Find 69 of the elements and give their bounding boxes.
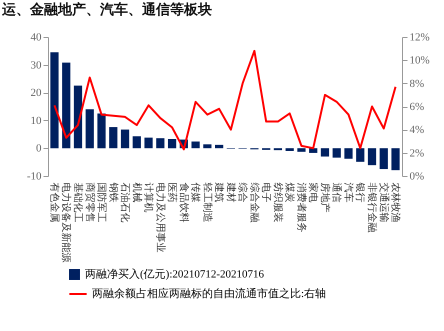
x-tick-label: 有色金属 <box>48 182 60 222</box>
bar <box>191 142 200 148</box>
legend-label: 两融净买入(亿元):20210712-20210716 <box>85 268 265 280</box>
x-tick-label: 计算机 <box>142 182 155 212</box>
x-tick-label: 国防军工 <box>96 182 108 222</box>
x-tick-label: 煤炭 <box>284 182 296 202</box>
y2-tick-label: 4% <box>410 124 424 136</box>
x-tick-label: 通信 <box>330 182 343 202</box>
x-tick-label: 传媒 <box>190 182 201 202</box>
x-tick-label: 家电 <box>307 182 320 202</box>
x-tick-label: 基础化工 <box>72 182 84 222</box>
bar <box>109 127 118 148</box>
bar <box>309 148 318 153</box>
x-tick-label: 银行 <box>354 182 366 202</box>
x-tick-label: 机械 <box>130 182 143 202</box>
bar <box>156 138 164 148</box>
x-tick-label: 房地产 <box>318 182 331 212</box>
x-tick-label: 建筑 <box>213 182 226 202</box>
y2-tick-label: 10% <box>410 54 430 67</box>
x-tick-label: 电子 <box>260 182 272 202</box>
x-tick-label: 医药 <box>166 182 178 202</box>
y2-tick-label: 12% <box>410 32 430 44</box>
x-tick-label: 交通运输 <box>378 182 390 222</box>
bar <box>62 62 70 148</box>
bar <box>120 130 130 148</box>
y-tick-label: 30 <box>30 59 42 72</box>
y-tick-label: 10 <box>30 114 42 127</box>
bar <box>132 136 141 148</box>
x-tick-label: 石油石化 <box>119 182 132 222</box>
y-tick-label: -10 <box>26 170 42 182</box>
bar <box>97 113 106 148</box>
x-tick-label: 电力设备及新能源 <box>60 182 72 262</box>
x-tick-label: 汽车 <box>342 182 354 202</box>
x-tick-label: 综合金融 <box>248 182 260 222</box>
bar <box>320 148 330 157</box>
y-tick-label: 20 <box>30 87 42 100</box>
x-tick-label: 电力及公用事业 <box>154 182 166 252</box>
bar <box>368 148 376 166</box>
x-tick-label: 食品饮料 <box>178 182 190 222</box>
bar <box>380 148 388 170</box>
y2-tick-label: 0% <box>410 170 424 182</box>
bar <box>391 148 400 170</box>
bar <box>144 138 153 148</box>
chart-title: 运、金融地产、汽车、通信等板块 <box>1 1 212 18</box>
x-tick-label: 非银行金融 <box>366 182 378 232</box>
y-tick-label: 0 <box>36 142 42 155</box>
x-tick-label: 轻工制造 <box>201 182 214 222</box>
x-tick-label: 钢铁 <box>107 182 120 202</box>
legend-label: 两融余额占相应两融标的自由流通市值之比:右轴 <box>92 287 326 300</box>
bar <box>286 148 294 151</box>
x-tick-label: 消费者服务 <box>295 182 308 232</box>
bar <box>50 52 59 148</box>
y2-tick-label: 8% <box>410 78 424 90</box>
y2-tick-label: 6% <box>410 101 424 113</box>
bar <box>332 148 341 158</box>
bar <box>356 148 364 162</box>
x-tick-label: 纺织服装 <box>272 182 284 222</box>
bar <box>168 139 176 148</box>
y-tick-label: 40 <box>30 32 42 44</box>
bar <box>344 148 353 159</box>
x-tick-label: 建材 <box>224 182 237 202</box>
line-series <box>53 50 397 150</box>
bar <box>297 148 306 152</box>
x-tick-label: 农林牧渔 <box>390 182 402 222</box>
bar <box>203 144 212 148</box>
x-tick-label: 综合 <box>236 182 249 202</box>
y2-tick-label: 2% <box>410 147 424 160</box>
bar <box>86 109 94 148</box>
x-tick-label: 商贸零售 <box>84 182 96 222</box>
